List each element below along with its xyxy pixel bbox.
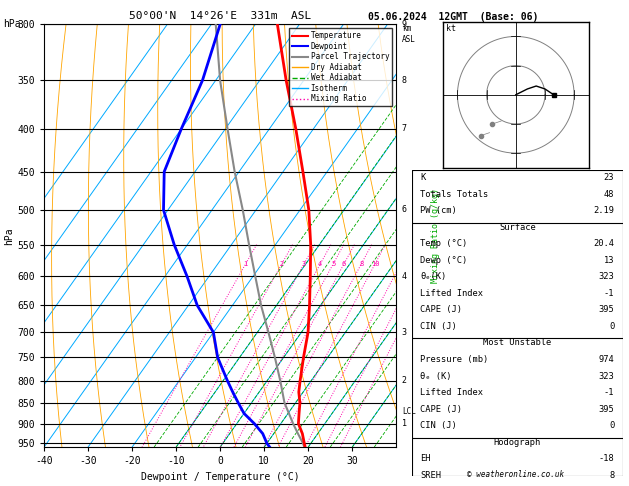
Text: 395: 395	[599, 305, 615, 314]
Text: 323: 323	[599, 272, 615, 281]
Text: 5: 5	[331, 261, 335, 267]
Legend: Temperature, Dewpoint, Parcel Trajectory, Dry Adiabat, Wet Adiabat, Isotherm, Mi: Temperature, Dewpoint, Parcel Trajectory…	[289, 28, 392, 106]
Text: -18: -18	[599, 454, 615, 463]
Text: -1: -1	[604, 388, 615, 397]
Text: 8: 8	[359, 261, 364, 267]
Text: 2: 2	[280, 261, 284, 267]
Text: 4: 4	[318, 261, 323, 267]
Text: 395: 395	[599, 405, 615, 414]
Text: Temp (°C): Temp (°C)	[420, 239, 468, 248]
Text: CAPE (J): CAPE (J)	[420, 405, 462, 414]
Text: 2.19: 2.19	[593, 206, 615, 215]
Text: 4: 4	[402, 272, 407, 281]
Text: kt: kt	[446, 24, 456, 33]
Text: Hodograph: Hodograph	[494, 438, 541, 447]
Text: 23: 23	[604, 173, 615, 182]
Text: LCL: LCL	[402, 407, 416, 416]
Text: Lifted Index: Lifted Index	[420, 388, 484, 397]
Text: CIN (J): CIN (J)	[420, 421, 457, 430]
Text: PW (cm): PW (cm)	[420, 206, 457, 215]
Text: K: K	[420, 173, 426, 182]
Text: 1: 1	[402, 419, 407, 428]
Text: -1: -1	[604, 289, 615, 298]
Text: Pressure (mb): Pressure (mb)	[420, 355, 489, 364]
Text: 2: 2	[402, 376, 407, 385]
Text: 7: 7	[402, 124, 407, 133]
Text: Most Unstable: Most Unstable	[483, 339, 552, 347]
Text: CAPE (J): CAPE (J)	[420, 305, 462, 314]
Text: Surface: Surface	[499, 223, 536, 232]
Text: 6: 6	[342, 261, 346, 267]
Text: 10: 10	[370, 261, 379, 267]
Text: 0: 0	[609, 421, 615, 430]
Text: Lifted Index: Lifted Index	[420, 289, 484, 298]
Text: 13: 13	[604, 256, 615, 265]
Text: km
ASL: km ASL	[402, 24, 416, 44]
Text: 0: 0	[609, 322, 615, 331]
Text: 1: 1	[243, 261, 248, 267]
X-axis label: Dewpoint / Temperature (°C): Dewpoint / Temperature (°C)	[141, 472, 299, 482]
Text: 48: 48	[604, 190, 615, 199]
Text: hPa: hPa	[3, 19, 21, 30]
Text: 20.4: 20.4	[593, 239, 615, 248]
Text: 05.06.2024  12GMT  (Base: 06): 05.06.2024 12GMT (Base: 06)	[368, 12, 538, 22]
Text: θₑ(K): θₑ(K)	[420, 272, 447, 281]
Text: θₑ (K): θₑ (K)	[420, 372, 452, 381]
Text: 8: 8	[609, 471, 615, 480]
Text: Mixing Ratio (g/kg): Mixing Ratio (g/kg)	[431, 188, 440, 283]
Text: 974: 974	[599, 355, 615, 364]
Text: Totals Totals: Totals Totals	[420, 190, 489, 199]
Text: 8: 8	[402, 76, 407, 85]
Text: 3: 3	[402, 328, 407, 337]
Text: EH: EH	[420, 454, 431, 463]
Text: 6: 6	[402, 206, 407, 214]
Text: Dewp (°C): Dewp (°C)	[420, 256, 468, 265]
Text: 3: 3	[302, 261, 306, 267]
Text: 9: 9	[402, 20, 407, 29]
Text: SREH: SREH	[420, 471, 442, 480]
Y-axis label: hPa: hPa	[4, 227, 14, 244]
Text: CIN (J): CIN (J)	[420, 322, 457, 331]
Title: 50°00'N  14°26'E  331m  ASL: 50°00'N 14°26'E 331m ASL	[129, 11, 311, 21]
Text: © weatheronline.co.uk: © weatheronline.co.uk	[467, 469, 564, 479]
Text: 323: 323	[599, 372, 615, 381]
